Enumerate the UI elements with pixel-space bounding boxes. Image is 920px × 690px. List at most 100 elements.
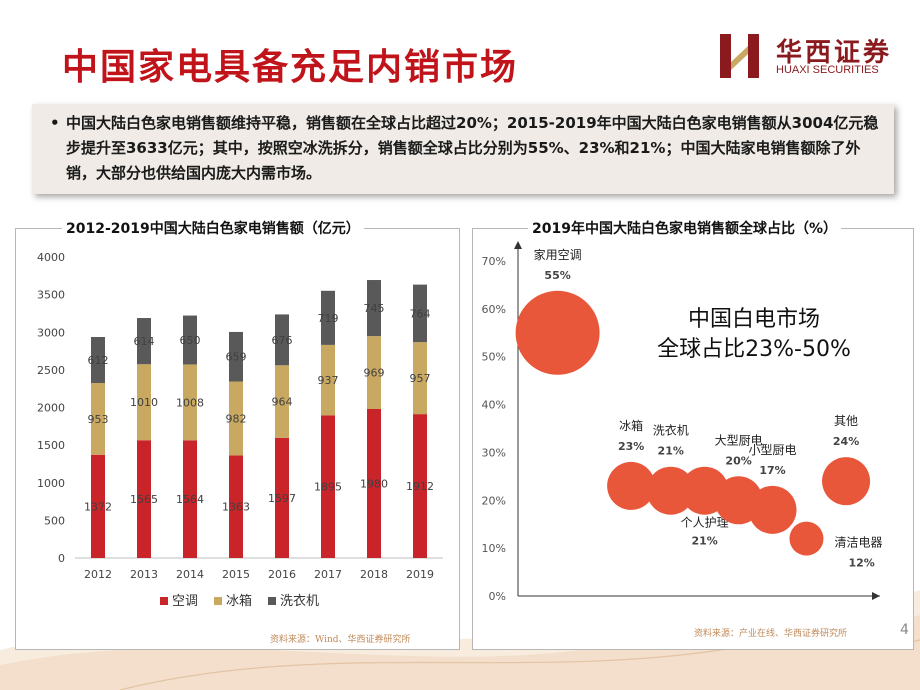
bubble-value-label: 23% xyxy=(618,440,644,453)
summary-text: 中国大陆白色家电销售额维持平稳，销售额在全球占比超过20%；2015-2019年… xyxy=(66,114,879,182)
bubble-category-label: 小型厨电 xyxy=(749,443,797,457)
y-tick-label: 30% xyxy=(482,446,506,459)
bar-segment xyxy=(137,318,151,365)
y-tick-label: 1500 xyxy=(37,439,65,452)
bubble-chart: 0% 10% 20% 30% 40% 50% 60% 70% 家用空调 55% 冰箱 23% 洗衣机 21… xyxy=(482,241,882,603)
bullet: • xyxy=(50,114,60,132)
bubble xyxy=(822,457,871,506)
bar-segment xyxy=(183,364,197,441)
x-tick-label: 2012 xyxy=(84,568,112,581)
data-label: 1008 xyxy=(176,396,204,409)
data-label: 612 xyxy=(88,354,109,367)
x-tick-label: 2019 xyxy=(406,568,434,581)
bubble xyxy=(646,466,695,515)
bubble-value-label: 21% xyxy=(691,535,717,548)
bar-segment xyxy=(229,455,243,558)
legend-label: 冰箱 xyxy=(226,593,252,609)
bar-segment xyxy=(183,315,197,365)
bubble-category-label: 家用空调 xyxy=(534,247,582,262)
bar-segment xyxy=(229,381,243,456)
x-tick-label: 2015 xyxy=(222,568,250,581)
y-axis-arrow xyxy=(514,241,522,249)
legend-swatch xyxy=(268,597,276,605)
legend-label: 洗衣机 xyxy=(280,593,319,609)
bar-segment xyxy=(367,409,381,558)
bubble-value-label: 12% xyxy=(848,557,874,570)
bar-segment xyxy=(367,336,381,410)
bar-segment xyxy=(183,440,197,558)
source-note-right: 资料来源：产业在线、华西证券研究所 xyxy=(694,629,848,639)
bubble-category-label: 洗衣机 xyxy=(653,423,689,438)
logo-english-text: HUAXI SECURITIES xyxy=(776,64,879,76)
bar-segment xyxy=(229,331,243,382)
bubble-value-label: 21% xyxy=(658,445,684,458)
data-label: 745 xyxy=(364,302,385,315)
x-tick-label: 2013 xyxy=(130,568,158,581)
data-label: 1372 xyxy=(84,500,112,513)
y-tick-label: 2000 xyxy=(37,402,65,415)
bubble-value-label: 17% xyxy=(759,464,785,477)
data-label: 969 xyxy=(364,367,385,380)
source-note-left: 资料来源：Wind、华西证券研究所 xyxy=(270,635,411,645)
logo-text: 华西证券 xyxy=(776,38,893,68)
data-label: 1564 xyxy=(176,493,204,506)
y-tick-label: 60% xyxy=(482,303,506,316)
y-tick-label: 3000 xyxy=(37,326,65,339)
bubble-category-label: 清洁电器 xyxy=(834,536,882,550)
summary-box: • 中国大陆白色家电销售额维持平稳，销售额在全球占比超过20%；2015-201… xyxy=(32,104,894,194)
bar-segment xyxy=(321,290,335,345)
bar-segment xyxy=(321,415,335,558)
y-tick-label: 4000 xyxy=(37,251,65,264)
y-tick-label: 500 xyxy=(44,514,65,527)
huaxi-logo-icon xyxy=(720,34,759,78)
bubble-value-label: 20% xyxy=(725,454,751,467)
bubble-category-label: 大型厨电 xyxy=(715,433,763,447)
data-label: 1597 xyxy=(268,492,296,505)
page-title: 中国家电具备充足内销市场 xyxy=(62,47,519,88)
bar-segment xyxy=(91,383,105,455)
y-tick-label: 0% xyxy=(489,590,506,603)
data-label: 964 xyxy=(272,396,293,409)
x-tick-label: 2016 xyxy=(268,568,296,581)
bubble xyxy=(515,290,600,375)
y-tick-label: 10% xyxy=(482,542,506,555)
y-tick-label: 70% xyxy=(482,255,506,268)
bar-segment xyxy=(367,280,381,337)
x-tick-label: 2017 xyxy=(314,568,342,581)
bar-segment xyxy=(275,365,289,438)
bubble-category-label: 其他 xyxy=(834,414,858,428)
data-label: 719 xyxy=(318,312,339,325)
x-tick-label: 2018 xyxy=(360,568,388,581)
bubble-category-label: 冰箱 xyxy=(619,418,643,433)
bar-segment xyxy=(137,440,151,558)
data-label: 982 xyxy=(226,412,247,425)
y-tick-label: 50% xyxy=(482,351,506,364)
data-label: 676 xyxy=(272,334,293,347)
data-label: 1895 xyxy=(314,481,342,494)
right-chart-title: 2019年中国大陆白色家电销售额全球占比（%） xyxy=(528,218,841,238)
bar-segment xyxy=(137,364,151,441)
bubble-value-label: 24% xyxy=(833,435,859,448)
data-label: 1980 xyxy=(360,478,388,491)
data-label: 1363 xyxy=(222,501,250,514)
data-label: 659 xyxy=(226,351,247,364)
x-tick-label: 2014 xyxy=(176,568,204,581)
left-chart-title: 2012-2019中国大陆白色家电销售额（亿元） xyxy=(62,218,364,238)
data-label: 953 xyxy=(88,413,109,426)
stacked-bar-chart: 0 500 1000 1500 2000 2500 3000 3500 4000 1372 953 6… xyxy=(37,251,443,609)
legend-label: 空调 xyxy=(172,594,198,609)
y-tick-label: 3500 xyxy=(37,289,65,302)
bubble-category-label: 个人护理 xyxy=(681,516,729,530)
y-tick-label: 1000 xyxy=(37,477,65,490)
data-label: 650 xyxy=(180,334,201,347)
annotation-line-2: 全球占比23%-50% xyxy=(657,337,851,362)
bar-segment xyxy=(413,414,427,558)
bar-segment xyxy=(321,344,335,416)
logo: 华西证券 HUAXI SECURITIES xyxy=(718,30,908,82)
legend-swatch xyxy=(160,597,168,605)
bubble-value-label: 55% xyxy=(544,269,570,282)
legend-swatch xyxy=(214,597,222,605)
bar-segment xyxy=(413,284,427,343)
y-tick-label: 20% xyxy=(482,494,506,507)
bubble xyxy=(748,485,797,534)
